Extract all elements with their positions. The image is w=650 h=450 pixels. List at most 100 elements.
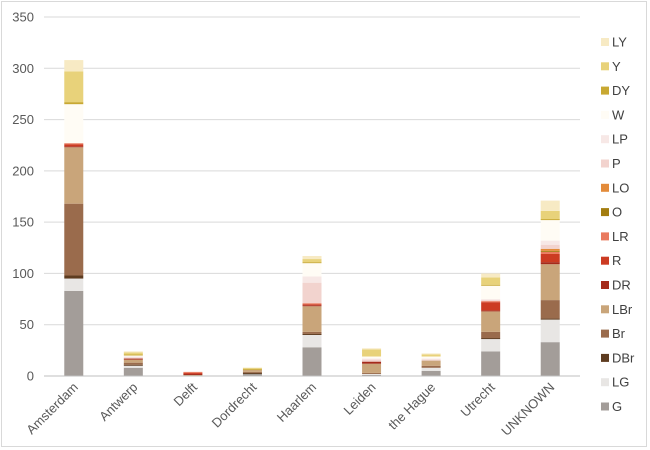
bar-segment-lp <box>421 358 441 360</box>
legend-item-lo: LO <box>601 180 629 195</box>
bar-segment-g <box>302 347 322 376</box>
legend-swatch <box>601 256 609 265</box>
bar-segment-lo <box>540 248 560 251</box>
bar-segment-lr <box>183 371 203 373</box>
legend-label: G <box>612 399 622 414</box>
bar-segment-lg <box>302 334 322 348</box>
bar-segment-y <box>421 354 441 357</box>
legend-swatch <box>601 110 609 119</box>
bar-segment-lbr <box>242 369 262 372</box>
bar-segment-lbr <box>123 359 143 363</box>
legend-label: LY <box>612 35 627 50</box>
bar-segment-w <box>64 104 84 144</box>
bar-segment-dbr <box>302 333 322 335</box>
bar-segment-p <box>540 244 560 249</box>
bar-segment-br <box>540 300 560 319</box>
legend-item-y: Y <box>601 59 621 74</box>
bar-segment-dbr <box>481 338 501 340</box>
bar-segment-dr <box>481 310 501 312</box>
legend-label: DY <box>612 83 630 98</box>
bar-segment-r <box>481 302 501 311</box>
bar-segment-dy <box>64 102 84 105</box>
legend-swatch <box>601 329 609 338</box>
bar-stack-delft <box>183 371 203 376</box>
bar-segment-br <box>362 372 382 374</box>
bar-segment-w <box>123 355 143 357</box>
legend-swatch <box>601 159 609 168</box>
legend-label: LBr <box>612 302 633 317</box>
legend-label: O <box>612 205 622 220</box>
bar-stack-amsterdam <box>64 60 84 376</box>
bar-segment-dy <box>242 368 262 370</box>
bar-segment-lbr <box>421 360 441 366</box>
legend-label: R <box>612 253 621 268</box>
bar-segment-br <box>64 203 84 276</box>
legend-swatch <box>601 378 609 387</box>
bar-segment-p <box>302 282 322 304</box>
bar-segment-dr <box>64 146 84 148</box>
bar-segment-g <box>421 370 441 376</box>
legend-label: DR <box>612 278 631 293</box>
bar-segment-dy <box>481 284 501 286</box>
legend-label: W <box>612 107 625 122</box>
y-tick-label: 200 <box>12 163 34 178</box>
bar-segment-lbr <box>302 306 322 332</box>
bar-segment-dy <box>123 354 143 356</box>
legend-item-dr: DR <box>601 278 631 293</box>
bar-segment-lp <box>362 358 382 360</box>
legend-item-o: O <box>601 205 622 220</box>
legend-swatch <box>601 281 609 289</box>
bar-segment-lp <box>481 299 501 301</box>
bar-segment-y <box>362 349 382 357</box>
bar-segment-y <box>481 277 501 285</box>
bar-segment-lg <box>123 365 143 368</box>
bar-stack-haarlem <box>302 255 322 376</box>
bar-segment-dy <box>302 262 322 264</box>
legend-item-lg: LG <box>601 375 629 390</box>
bar-segment-br <box>421 365 441 368</box>
bar-segment-p <box>421 359 441 361</box>
bar-segment-dr <box>540 262 560 265</box>
bar-segment-y <box>242 367 262 369</box>
bar-segment-lp <box>123 356 143 358</box>
y-tick-label: 150 <box>12 215 34 230</box>
bar-stack-leiden <box>362 348 382 376</box>
bar-segment-y <box>302 259 322 263</box>
legend-item-lbr: LBr <box>601 302 633 317</box>
bar-stack-the-hague <box>421 353 441 376</box>
bar-segment-y <box>540 210 560 220</box>
x-tick-label: Utrecht <box>458 379 499 420</box>
bar-segment-ly <box>540 200 560 211</box>
legend: LY Y DY W LP P LO O LR R DR LBr Br DBr LG G <box>601 35 635 414</box>
x-tick-label: Haarlem <box>274 380 319 425</box>
bar-segment-lr <box>64 143 84 145</box>
bar-segment-dbr <box>242 372 262 374</box>
bar-segment-lbr <box>64 147 84 204</box>
bar-segment-ly <box>421 353 441 355</box>
bar-segment-br <box>242 371 262 373</box>
bar-segment-dr <box>362 361 382 364</box>
bar-segment-g <box>123 367 143 376</box>
y-tick-label: 0 <box>27 369 34 384</box>
bar-segment-ly <box>481 273 501 278</box>
bar-segment-dr <box>183 373 203 375</box>
legend-swatch <box>601 86 609 95</box>
bar-segment-g <box>540 342 560 376</box>
bar-segment-g <box>242 373 262 376</box>
legend-label: LO <box>612 180 629 195</box>
x-axis-tick-labels: Amsterdam Antwerp Delft Dordrecht Haarlem Lei… <box>23 379 557 438</box>
legend-item-br: Br <box>601 326 626 341</box>
bar-segment-lp <box>540 240 560 245</box>
bar-segment-p <box>362 359 382 362</box>
x-tick-label: Leiden <box>340 380 378 418</box>
legend-label: Br <box>612 326 626 341</box>
legend-item-lp: LP <box>601 132 628 147</box>
legend-item-p: P <box>601 156 621 171</box>
bar-segment-y <box>123 352 143 355</box>
bar-segment-g <box>362 374 382 376</box>
legend-item-dy: DY <box>601 83 630 98</box>
legend-swatch <box>601 62 609 71</box>
legend-swatch <box>601 305 609 314</box>
legend-swatch <box>601 135 609 144</box>
